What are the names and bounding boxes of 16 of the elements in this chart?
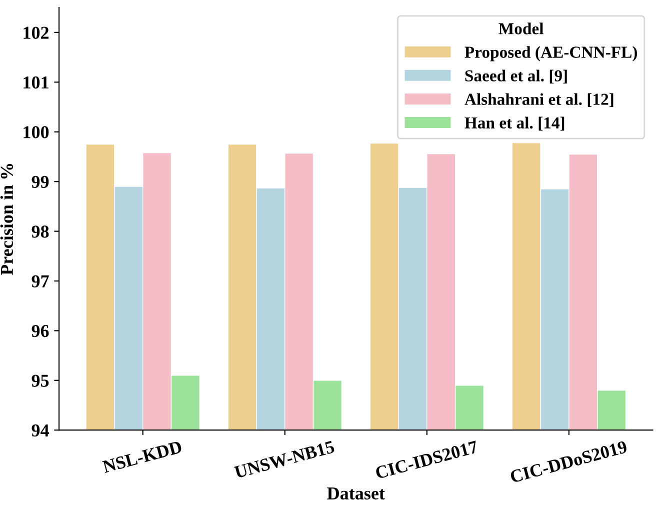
legend-title: Model xyxy=(498,22,544,34)
y-tick-label: 98 xyxy=(32,226,49,238)
y-tick-label: 95 xyxy=(32,374,49,387)
legend-label: Proposed (AE-CNN-FL) xyxy=(464,46,637,62)
y-tick-label: 94 xyxy=(32,424,49,437)
y-tick-label: 102 xyxy=(24,26,49,39)
y-tick-label: 100 xyxy=(24,126,49,138)
legend-label: Saeed et al. [9] xyxy=(465,70,567,84)
y-tick-label: 96 xyxy=(32,324,49,338)
y-tick-label: 99 xyxy=(32,176,49,188)
legend-label: Alshahrani et al. [12] xyxy=(464,93,614,108)
x-axis-title: Dataset xyxy=(327,488,385,500)
legend-label: Han et al. [14] xyxy=(464,116,564,131)
y-axis-title: Precision in % xyxy=(0,164,14,276)
y-tick-label: 97 xyxy=(32,275,49,288)
y-tick-label: 101 xyxy=(24,76,48,89)
